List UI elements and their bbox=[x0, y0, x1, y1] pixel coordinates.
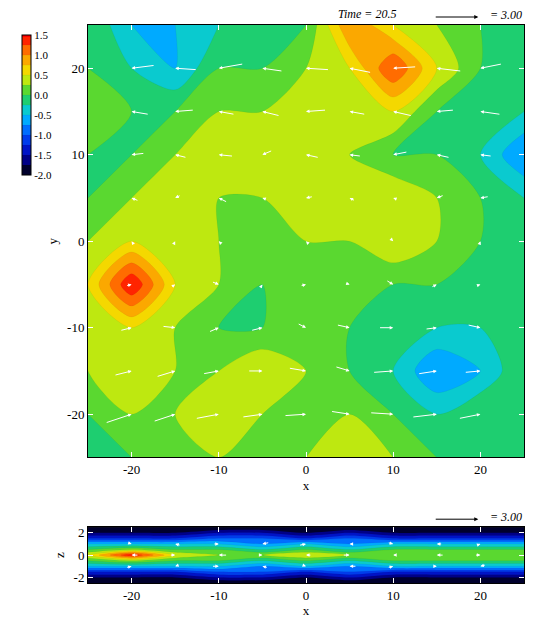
svg-text:-10: -10 bbox=[210, 462, 227, 477]
svg-text:2: 2 bbox=[78, 525, 85, 540]
svg-text:0.5: 0.5 bbox=[34, 69, 48, 81]
svg-text:1.0: 1.0 bbox=[34, 49, 48, 61]
svg-text:x: x bbox=[303, 478, 310, 493]
svg-text:-10: -10 bbox=[67, 320, 84, 335]
svg-text:-2.0: -2.0 bbox=[34, 169, 52, 181]
svg-text:0: 0 bbox=[78, 234, 85, 249]
svg-text:0: 0 bbox=[78, 548, 85, 563]
svg-text:20: 20 bbox=[474, 462, 487, 477]
svg-text:0: 0 bbox=[303, 588, 310, 603]
svg-text:= 3.00: = 3.00 bbox=[490, 8, 522, 22]
svg-text:10: 10 bbox=[387, 462, 400, 477]
svg-text:z: z bbox=[52, 552, 67, 558]
svg-text:-20: -20 bbox=[123, 588, 140, 603]
svg-text:20: 20 bbox=[474, 588, 487, 603]
svg-text:y: y bbox=[45, 237, 60, 244]
svg-text:x: x bbox=[303, 603, 310, 618]
svg-text:10: 10 bbox=[71, 147, 84, 162]
svg-text:1.5: 1.5 bbox=[34, 29, 48, 41]
svg-text:20: 20 bbox=[71, 61, 84, 76]
svg-text:10: 10 bbox=[387, 588, 400, 603]
svg-text:-2: -2 bbox=[74, 570, 85, 585]
svg-text:-10: -10 bbox=[210, 588, 227, 603]
svg-text:-20: -20 bbox=[67, 407, 84, 422]
svg-text:-0.5: -0.5 bbox=[34, 109, 52, 121]
svg-text:0.0: 0.0 bbox=[34, 89, 48, 101]
svg-text:-20: -20 bbox=[123, 462, 140, 477]
svg-text:Time = 20.5: Time = 20.5 bbox=[338, 7, 396, 21]
svg-text:-1.0: -1.0 bbox=[34, 129, 52, 141]
svg-text:= 3.00: = 3.00 bbox=[490, 510, 522, 524]
svg-text:0: 0 bbox=[303, 462, 310, 477]
svg-text:-1.5: -1.5 bbox=[34, 149, 52, 161]
